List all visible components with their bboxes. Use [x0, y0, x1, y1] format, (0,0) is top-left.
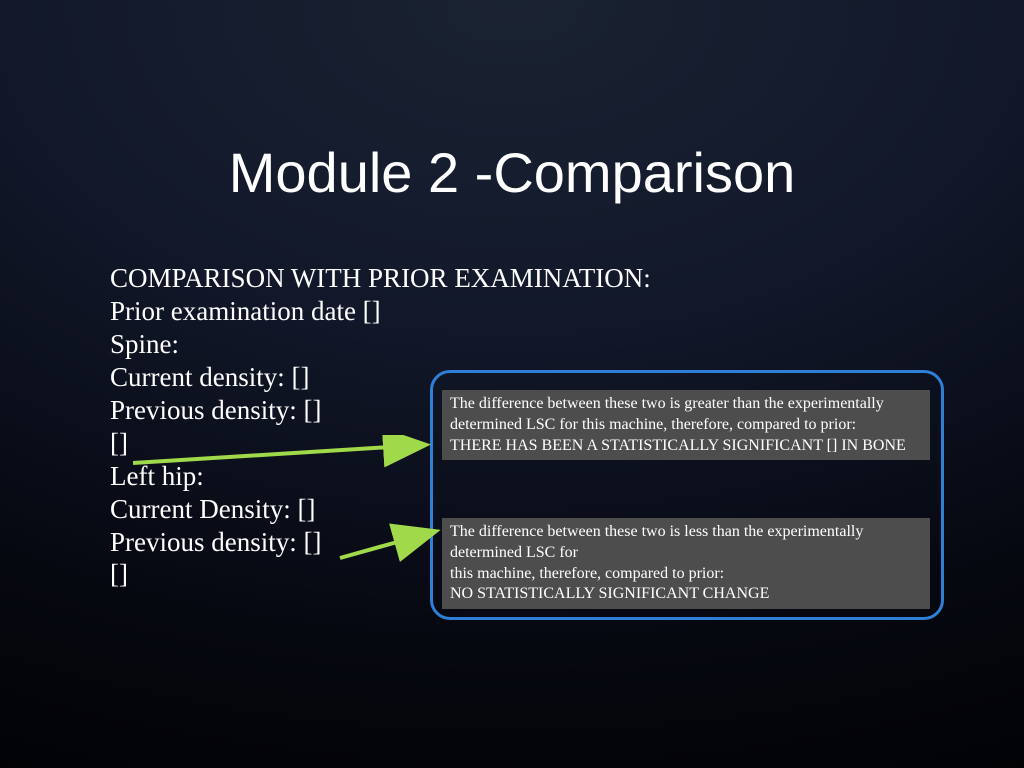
body-line: COMPARISON WITH PRIOR EXAMINATION:	[110, 262, 651, 295]
callout-line: THERE HAS BEEN A STATISTICALLY SIGNIFICA…	[450, 436, 922, 457]
body-line: Prior examination date []	[110, 295, 651, 328]
slide-title: Module 2 -Comparison	[0, 140, 1024, 205]
callout-line: NO STATISTICALLY SIGNIFICANT CHANGE	[450, 584, 922, 605]
callout-box-top: The difference between these two is grea…	[442, 390, 930, 460]
callout-line: The difference between these two is less…	[450, 522, 922, 564]
callout-box-bottom: The difference between these two is less…	[442, 518, 930, 609]
callout-line: determined LSC for this machine, therefo…	[450, 415, 922, 436]
callout-line: The difference between these two is grea…	[450, 394, 922, 415]
body-line: Spine:	[110, 328, 651, 361]
callout-line: this machine, therefore, compared to pri…	[450, 564, 922, 585]
